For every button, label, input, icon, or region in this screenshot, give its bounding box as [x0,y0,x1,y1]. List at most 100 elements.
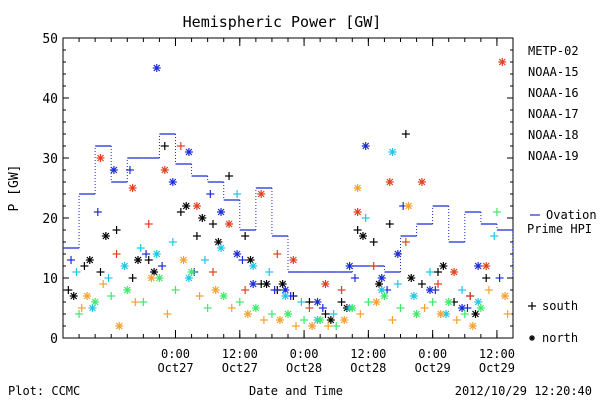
plot-credit: Plot: CCMC [8,384,80,398]
point-north-noaa-18 [372,298,381,306]
point-north-noaa-16 [184,274,193,282]
point-south-noaa-16 [200,256,209,264]
x-tick-label-time: 12:00 [350,347,386,361]
point-south-metp-02 [176,208,185,216]
point-north-metp-02 [439,262,448,270]
point-south-noaa-18 [452,316,461,324]
point-south-noaa-18 [163,310,172,318]
point-south-noaa-18 [503,310,512,318]
legend-entry: NOAA-17 [528,107,579,121]
point-south-noaa-19 [434,280,442,288]
point-south-noaa-18 [292,322,301,330]
point-south-noaa-17 [75,310,84,318]
point-south-noaa-18 [388,316,397,324]
point-south-noaa-16 [458,286,467,294]
point-north-noaa-15 [474,262,483,270]
point-north-noaa-19 [192,202,201,210]
point-north-metp-02 [262,280,271,288]
point-north-noaa-15 [361,142,370,150]
ovation-legend-label-line2: Prime HPI [527,222,592,236]
ovation-legend-label-line1: Ovation [546,208,597,222]
point-north-noaa-15 [184,148,193,156]
ovation-legend: Ovation Prime HPI [527,208,597,236]
point-south-noaa-17 [332,322,341,330]
point-north-noaa-15 [109,166,118,174]
point-south-noaa-19 [305,304,314,312]
point-south-noaa-15 [318,304,327,312]
legend-entry: METP-02 [528,44,579,58]
point-south-noaa-18 [227,304,236,312]
point-north-noaa-17 [348,304,357,312]
point-south-noaa-16 [265,268,274,276]
ovation-series [63,133,514,278]
point-north-noaa-15 [249,280,258,288]
point-north-noaa-18 [353,184,362,192]
point-south-metp-02 [160,142,169,150]
point-north-noaa-17 [251,304,260,312]
point-south-noaa-17 [139,298,148,306]
point-south-metp-02 [128,274,137,282]
x-tick-label-date: Oct29 [479,361,515,375]
point-south-metp-02 [337,298,346,306]
point-north-noaa-18 [436,310,445,318]
point-north-noaa-16 [249,262,258,270]
point-north-metp-02 [375,280,384,288]
point-north-noaa-16 [217,244,226,252]
point-south-noaa-17 [364,298,373,306]
point-south-metp-02 [434,268,442,276]
x-axis: 0:00Oct2712:00Oct270:00Oct2812:00Oct280:… [78,38,515,375]
point-north-noaa-15 [393,250,402,258]
point-north-noaa-18 [83,292,92,300]
point-north-noaa-19 [482,262,491,270]
point-north-noaa-19 [385,178,394,186]
point-south-metp-02 [192,232,201,240]
marker-legend-star [529,335,535,341]
point-south-metp-02 [417,280,426,288]
point-south-metp-02 [225,172,234,180]
point-south-noaa-15 [206,190,215,198]
x-tick-label-time: 0:00 [418,347,447,361]
point-south-noaa-15 [270,286,279,294]
point-north-noaa-16 [120,262,129,270]
point-south-noaa-18 [420,304,429,312]
point-north-noaa-19 [160,166,169,174]
point-south-noaa-18 [259,316,268,324]
point-south-metp-02 [209,220,217,228]
point-north-noaa-17 [187,268,196,276]
x-axis-label: Date and Time [249,384,343,398]
point-south-noaa-18 [195,292,204,300]
point-north-noaa-17 [91,298,100,306]
marker-legend-label: north [542,331,578,345]
legend-entry: NOAA-18 [528,128,579,142]
point-north-metp-02 [407,274,416,282]
point-north-metp-02 [85,256,94,264]
legend-entry: NOAA-19 [528,149,579,163]
point-south-metp-02 [353,226,362,234]
point-north-noaa-15 [377,274,386,282]
point-south-metp-02 [241,232,250,240]
point-south-noaa-19 [176,142,185,150]
point-south-noaa-19 [273,250,282,258]
point-south-noaa-18 [99,280,108,288]
point-south-noaa-18 [324,322,333,330]
chart-title: Hemispheric Power [GW] [183,13,382,31]
point-north-noaa-18 [500,292,509,300]
point-south-noaa-19 [466,292,475,300]
point-north-noaa-16 [388,148,397,156]
y-tick-label: 0 [50,332,58,347]
point-south-noaa-19 [112,250,121,258]
point-north-metp-02 [101,232,110,240]
point-north-noaa-16 [409,292,418,300]
point-north-noaa-17 [380,292,389,300]
point-south-noaa-19 [401,238,410,246]
point-south-noaa-16 [136,244,145,252]
point-south-noaa-15 [158,262,167,270]
legend-entry: NOAA-16 [528,86,579,100]
point-north-metp-02 [471,310,480,318]
point-south-noaa-17 [107,292,116,300]
point-north-noaa-15 [217,208,226,216]
point-south-noaa-17 [235,298,244,306]
point-south-metp-02 [369,238,378,246]
point-south-metp-02 [482,274,491,282]
